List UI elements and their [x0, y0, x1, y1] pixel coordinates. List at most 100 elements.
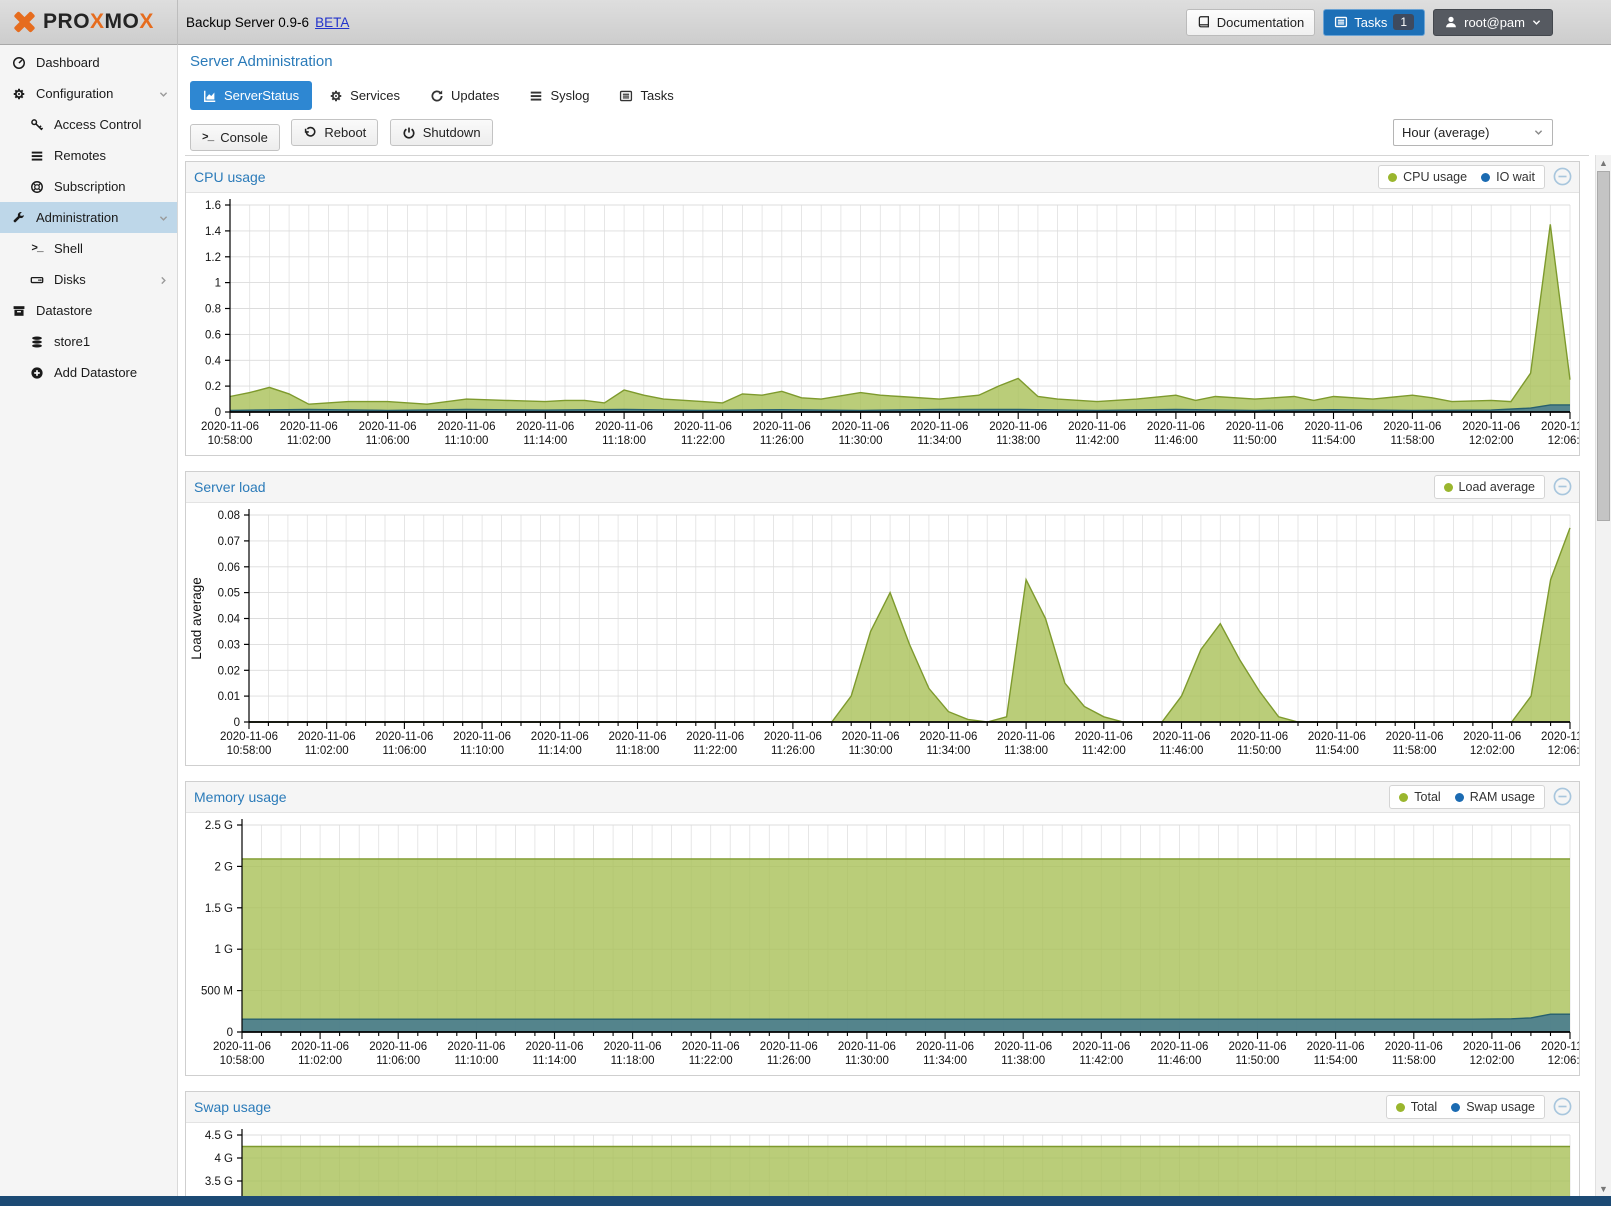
gears-icon [329, 89, 343, 103]
svg-text:11:54:00: 11:54:00 [1314, 1055, 1358, 1067]
svg-text:1.5 G: 1.5 G [205, 903, 233, 915]
svg-text:11:14:00: 11:14:00 [538, 745, 582, 757]
svg-text:0.05: 0.05 [218, 588, 240, 600]
svg-text:10:58:00: 10:58:00 [227, 745, 272, 757]
svg-text:0.02: 0.02 [218, 665, 240, 677]
svg-text:11:14:00: 11:14:00 [523, 435, 567, 447]
svg-text:12:02:00: 12:02:00 [1470, 1055, 1515, 1067]
user-menu-button[interactable]: root@pam [1433, 8, 1553, 36]
sidebar-item-remotes[interactable]: Remotes [0, 140, 177, 171]
svg-text:2020-11-06: 2020-11-06 [369, 1041, 427, 1053]
svg-text:2020-11-06: 2020-11-06 [760, 1041, 818, 1053]
svg-text:2020-11-06: 2020-11-06 [1463, 1041, 1521, 1053]
reboot-button[interactable]: Reboot [291, 119, 379, 146]
sidebar-item-access-control[interactable]: Access Control [0, 109, 177, 140]
scroll-down-arrow[interactable]: ▼ [1599, 1183, 1608, 1194]
svg-text:11:10:00: 11:10:00 [454, 1055, 498, 1067]
sidebar-item-label: Add Datastore [54, 365, 138, 380]
sidebar-item-administration[interactable]: Administration [0, 202, 177, 233]
panel-header-memory-usage: Memory usage Total RAM usage [186, 782, 1579, 813]
sidebar-item-label: Administration [36, 210, 119, 225]
svg-text:2020-11-06: 2020-11-06 [682, 1041, 740, 1053]
bottom-window-bar [0, 1196, 1611, 1206]
plus-circle-icon [28, 366, 46, 380]
panel-memory-usage: Memory usage Total RAM usage 0 500 M 1 G 1.5 G… [185, 781, 1580, 1076]
sidebar-item-disks[interactable]: Disks [0, 264, 177, 295]
legend-item-cpu-usage[interactable]: CPU usage [1388, 170, 1467, 184]
svg-text:2020-11-06: 2020-11-06 [1463, 731, 1521, 743]
legend-label: CPU usage [1403, 170, 1468, 184]
legend-item-swap-usage[interactable]: Swap usage [1451, 1100, 1535, 1114]
svg-text:500 M: 500 M [201, 986, 233, 998]
beta-link[interactable]: BETA [315, 14, 350, 30]
sidebar-item-label: Subscription [54, 179, 126, 194]
sidebar-item-label: Configuration [36, 86, 114, 101]
sidebar-item-store1[interactable]: store1 [0, 326, 177, 357]
collapse-panel-icon[interactable] [1553, 1097, 1572, 1121]
svg-text:12:02:00: 12:02:00 [1469, 435, 1514, 447]
svg-text:11:58:00: 11:58:00 [1392, 1055, 1436, 1067]
wrench-icon [10, 211, 28, 225]
svg-text:11:50:00: 11:50:00 [1236, 1055, 1280, 1067]
list-alt-icon [619, 89, 633, 103]
sidebar-item-label: Remotes [54, 148, 107, 163]
legend-label: RAM usage [1469, 790, 1535, 804]
scroll-up-arrow[interactable]: ▲ [1599, 157, 1608, 168]
collapse-panel-icon[interactable] [1553, 787, 1572, 811]
svg-text:2020-11-06: 2020-11-06 [989, 421, 1047, 433]
tasks-button[interactable]: Tasks 1 [1323, 8, 1426, 36]
svg-text:1: 1 [215, 278, 221, 290]
svg-text:2020-11-06: 2020-11-06 [919, 731, 977, 743]
shutdown-button[interactable]: Shutdown [389, 119, 493, 146]
sidebar-item-datastore[interactable]: Datastore [0, 295, 177, 326]
svg-text:11:42:00: 11:42:00 [1082, 745, 1126, 757]
svg-text:4.5 G: 4.5 G [205, 1130, 233, 1142]
legend-item-total[interactable]: Total [1395, 1100, 1437, 1114]
svg-text:2020-11-06: 2020-11-06 [1150, 1041, 1208, 1053]
time-range-select[interactable]: Hour (average) [1393, 119, 1553, 146]
page-title: Server Administration [190, 53, 333, 70]
panel-header-cpu-usage: CPU usage CPU usage IO wait [186, 162, 1579, 193]
tab-syslog[interactable]: Syslog [516, 81, 602, 110]
collapse-panel-icon[interactable] [1553, 477, 1572, 501]
chevron-down-icon [158, 210, 169, 225]
svg-text:11:50:00: 11:50:00 [1237, 745, 1281, 757]
tab-serverstatus[interactable]: ServerStatus [190, 81, 313, 110]
sidebar-item-configuration[interactable]: Configuration [0, 78, 177, 109]
main-content: Server Administration ServerStatus Servi… [185, 45, 1589, 1196]
sidebar-item-label: Datastore [36, 303, 93, 318]
tab-updates[interactable]: Updates [417, 81, 512, 110]
legend-item-load-average[interactable]: Load average [1443, 480, 1535, 494]
vertical-scrollbar[interactable]: ▲ ▼ [1595, 155, 1611, 1196]
panel-title: CPU usage [194, 169, 266, 185]
svg-text:11:18:00: 11:18:00 [602, 435, 646, 447]
sidebar-item-subscription[interactable]: Subscription [0, 171, 177, 202]
legend-item-total[interactable]: Total [1399, 790, 1441, 804]
svg-text:0.6: 0.6 [205, 329, 221, 341]
sidebar-item-add-datastore[interactable]: Add Datastore [0, 357, 177, 388]
collapse-panel-icon[interactable] [1553, 167, 1572, 191]
svg-text:11:50:00: 11:50:00 [1233, 435, 1277, 447]
tab-tasks[interactable]: Tasks [606, 81, 686, 110]
svg-text:11:26:00: 11:26:00 [767, 1055, 811, 1067]
power-icon [402, 126, 416, 140]
console-button[interactable]: >_ Console [190, 124, 280, 151]
svg-text:2020-11-06: 2020-11-06 [1307, 1041, 1365, 1053]
legend-item-io-wait[interactable]: IO wait [1481, 170, 1535, 184]
chevron-down-icon [158, 86, 169, 101]
svg-text:11:18:00: 11:18:00 [611, 1055, 655, 1067]
svg-text:1.2: 1.2 [205, 252, 221, 264]
chart-memory-usage: 0 500 M 1 G 1.5 G 2 G 2.5 G 2020-11-06 10:58:00… [201, 819, 1579, 1067]
panel-title: Swap usage [194, 1099, 272, 1115]
tab-services[interactable]: Services [316, 81, 413, 110]
top-bar: PROXMOX Backup Server 0.9-6 BETA Documen… [0, 0, 1611, 45]
svg-text:0.2: 0.2 [205, 381, 221, 393]
legend-label: Total [1414, 790, 1441, 804]
legend-item-ram-usage[interactable]: RAM usage [1454, 790, 1535, 804]
svg-text:2020-11-06: 2020-11-06 [1068, 421, 1126, 433]
sidebar-item-shell[interactable]: >_ Shell [0, 233, 177, 264]
scrollbar-thumb[interactable] [1597, 171, 1610, 521]
documentation-button[interactable]: Documentation [1185, 8, 1316, 36]
sidebar-item-dashboard[interactable]: Dashboard [0, 47, 177, 78]
